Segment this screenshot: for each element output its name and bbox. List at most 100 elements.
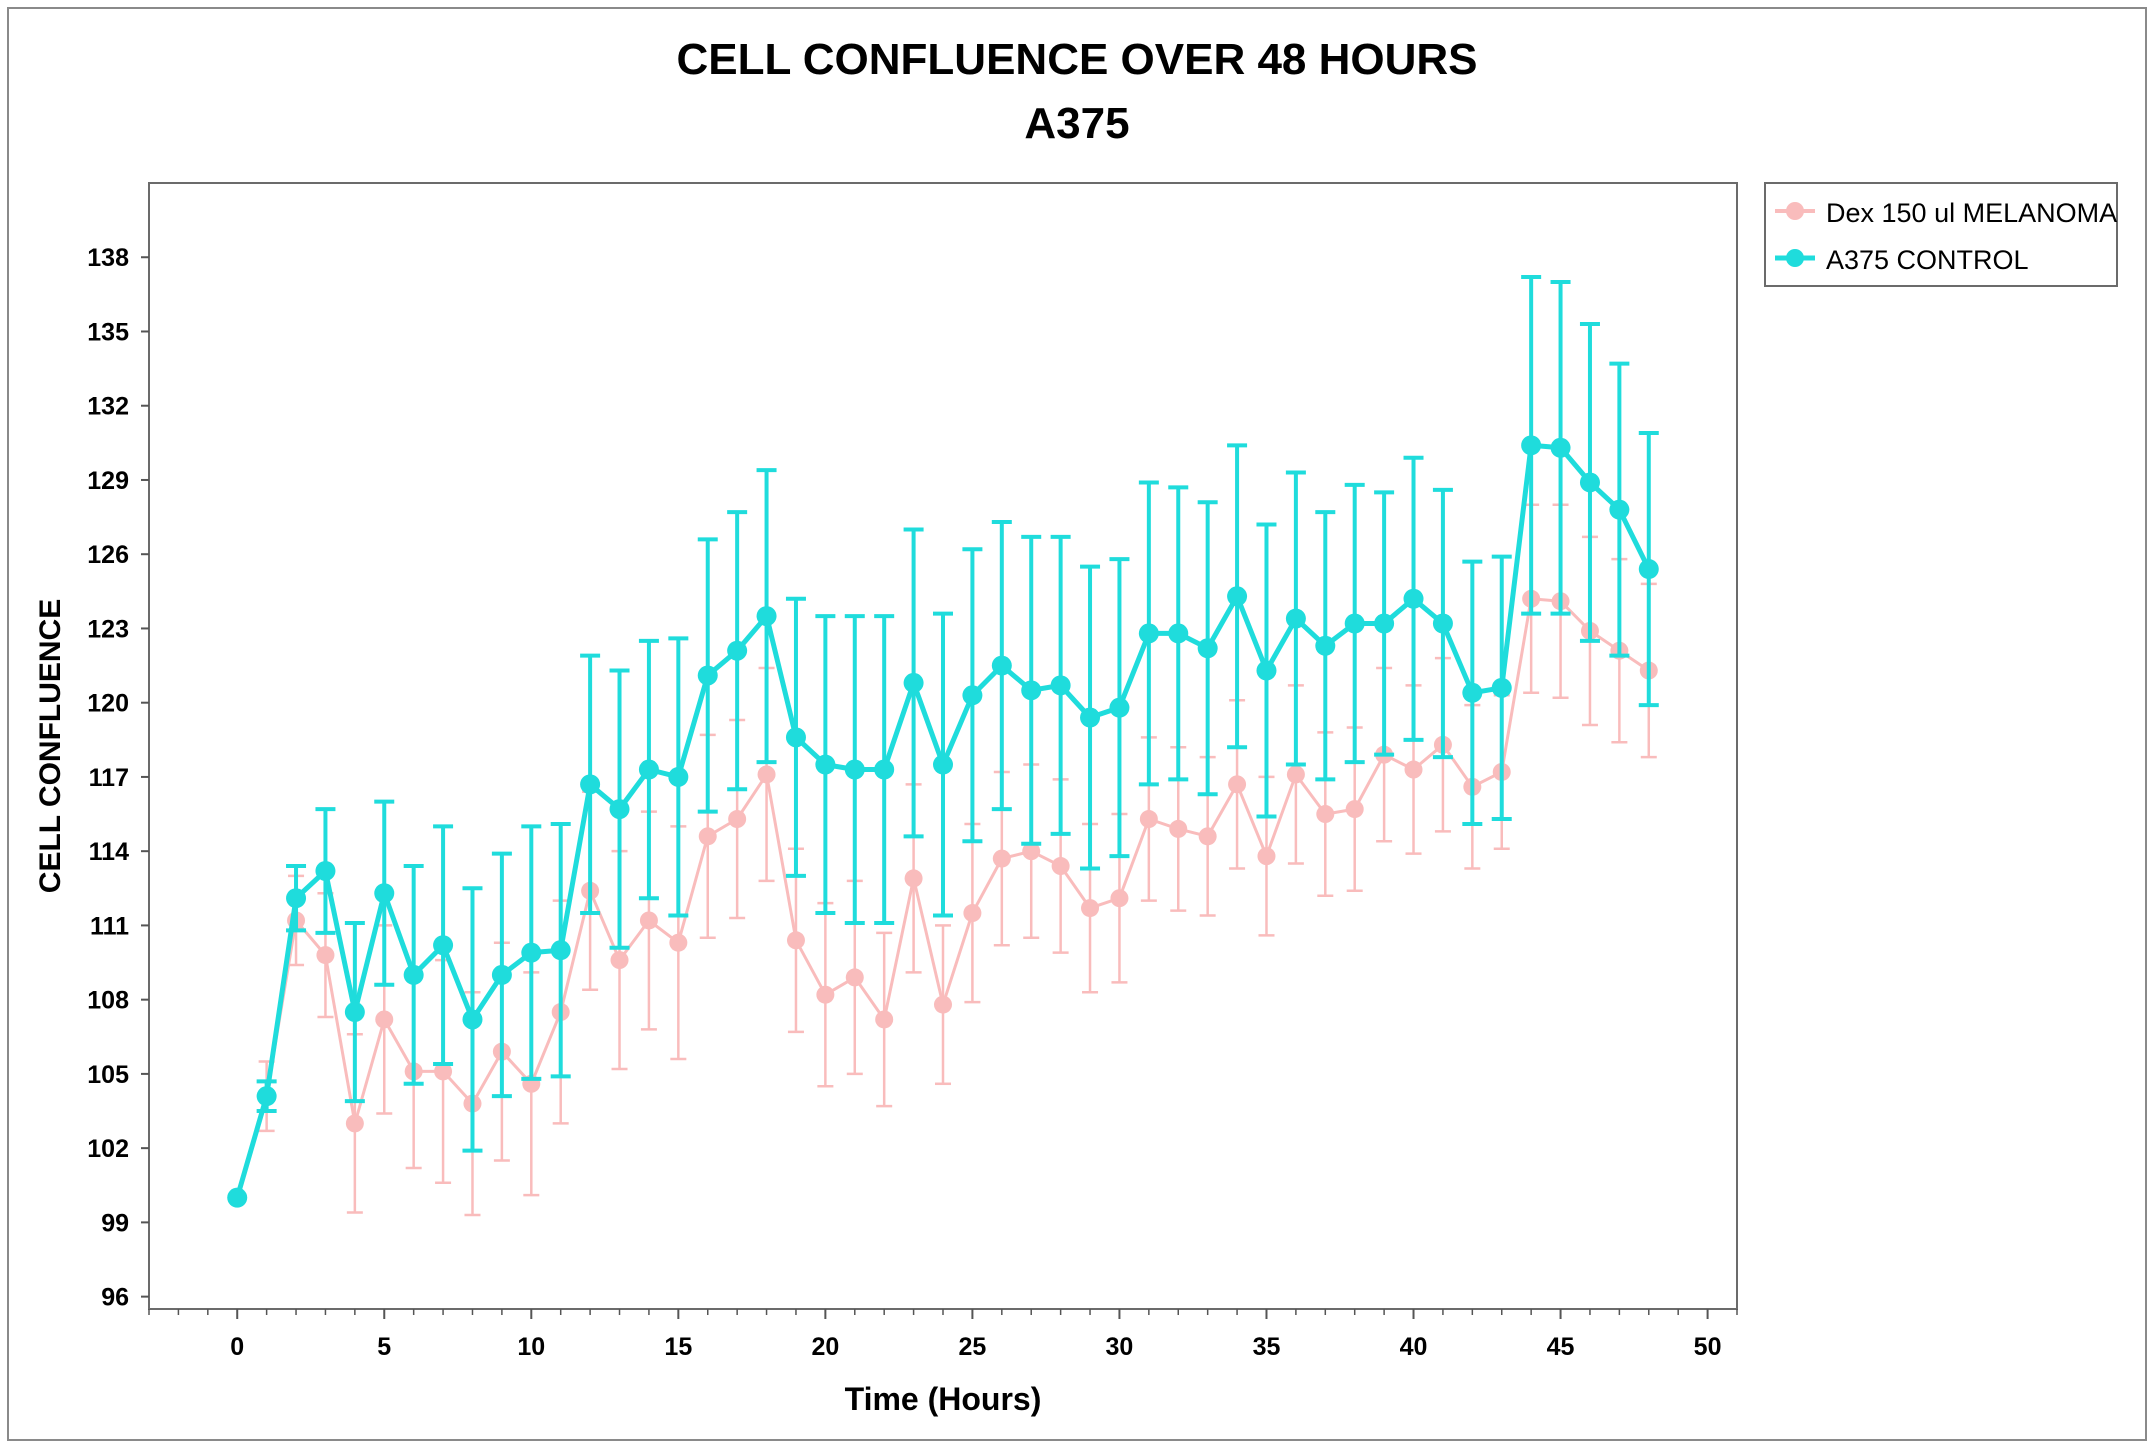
chart-subtitle: A375 — [1024, 99, 1129, 148]
x-tick-label: 20 — [811, 1333, 839, 1361]
y-tick-label: 102 — [87, 1135, 129, 1163]
x-tick-label: 35 — [1253, 1333, 1281, 1361]
y-tick-label: 96 — [101, 1284, 129, 1312]
data-point — [785, 727, 806, 748]
data-point — [550, 940, 571, 961]
y-tick-label: 120 — [87, 690, 129, 718]
x-tick-label: 30 — [1106, 1333, 1134, 1361]
data-point — [344, 1002, 365, 1023]
data-point — [1169, 819, 1188, 838]
data-point — [1374, 613, 1395, 634]
x-axis: 0 5 10 15 20 25 30 35 40 45 50 — [148, 1309, 1738, 1361]
data-point — [963, 904, 982, 923]
data-point — [698, 827, 717, 846]
data-point — [1432, 613, 1453, 634]
data-point — [433, 935, 454, 956]
data-point — [434, 1062, 453, 1081]
data-point — [1168, 623, 1189, 644]
data-point — [1198, 827, 1217, 846]
data-point — [1609, 499, 1630, 520]
series-control — [227, 275, 1659, 1208]
data-point — [934, 995, 952, 1014]
data-point — [1579, 472, 1600, 493]
data-point — [992, 849, 1011, 868]
data-point — [1345, 800, 1364, 819]
data-point — [756, 606, 777, 627]
chart-title: CELL CONFLUENCE OVER 48 HOURS — [676, 35, 1477, 84]
data-point — [903, 672, 924, 693]
data-point — [403, 964, 424, 985]
data-point — [727, 640, 748, 661]
x-axis-label: Time (Hours) — [845, 1381, 1042, 1417]
data-point — [286, 888, 307, 909]
x-tick-label: 0 — [230, 1333, 244, 1361]
data-point — [844, 759, 865, 780]
data-point — [786, 931, 805, 950]
data-point — [875, 1010, 894, 1029]
data-point — [904, 869, 923, 888]
x-tick-label: 50 — [1694, 1333, 1722, 1361]
legend-marker-dex — [1786, 202, 1804, 220]
data-point — [1021, 680, 1042, 701]
y-tick-label: 117 — [89, 764, 129, 792]
data-point — [315, 860, 336, 881]
data-point — [874, 759, 895, 780]
data-point — [227, 1187, 248, 1208]
y-tick-label: 114 — [89, 838, 129, 866]
data-point — [728, 810, 747, 829]
data-point — [609, 799, 630, 820]
y-tick-label: 123 — [87, 615, 129, 643]
data-point — [669, 933, 688, 952]
data-point — [1344, 613, 1365, 634]
data-point — [491, 964, 512, 985]
data-point — [1109, 697, 1130, 718]
data-point — [256, 1086, 277, 1107]
data-point — [375, 1010, 394, 1029]
y-tick-label: 135 — [87, 318, 129, 346]
data-point — [1139, 810, 1158, 829]
data-point — [933, 754, 953, 775]
x-tick-label: 45 — [1547, 1333, 1575, 1361]
data-point — [1138, 623, 1159, 644]
data-point — [1080, 707, 1101, 728]
data-point — [816, 985, 835, 1004]
data-point — [1228, 775, 1247, 794]
data-point — [1022, 842, 1041, 861]
data-point — [1403, 588, 1424, 609]
data-point — [316, 946, 335, 965]
legend-label-dex: Dex 150 ul MELANOMA — [1826, 198, 2117, 228]
data-point — [845, 968, 864, 987]
data-point — [1316, 805, 1335, 824]
data-point — [668, 766, 689, 787]
data-point — [1197, 638, 1218, 659]
data-point — [1050, 675, 1071, 696]
data-point — [345, 1114, 364, 1133]
data-point — [1638, 559, 1659, 580]
data-point — [1286, 765, 1305, 784]
data-point — [521, 942, 542, 963]
data-point — [1404, 760, 1423, 779]
y-tick-label: 132 — [87, 393, 129, 421]
x-tick-label: 5 — [377, 1333, 391, 1361]
x-tick-label: 15 — [664, 1333, 692, 1361]
y-tick-label: 105 — [87, 1061, 129, 1089]
data-point — [1462, 682, 1483, 703]
y-tick-label: 138 — [87, 244, 129, 272]
data-point — [1257, 847, 1276, 866]
y-axis-label: CELL CONFLUENCE — [34, 599, 67, 893]
x-tick-label: 10 — [517, 1333, 545, 1361]
series-layer — [227, 275, 1659, 1217]
data-point — [462, 1009, 483, 1030]
data-point — [1521, 435, 1542, 456]
data-point — [757, 765, 776, 784]
y-tick-label: 111 — [90, 912, 129, 940]
x-tick-label: 40 — [1400, 1333, 1428, 1361]
y-tick-label: 99 — [101, 1209, 129, 1237]
data-point — [610, 951, 629, 970]
data-point — [638, 759, 659, 780]
data-point — [1110, 889, 1129, 908]
data-point — [1256, 660, 1277, 681]
data-point — [991, 655, 1012, 676]
data-point — [962, 685, 983, 706]
